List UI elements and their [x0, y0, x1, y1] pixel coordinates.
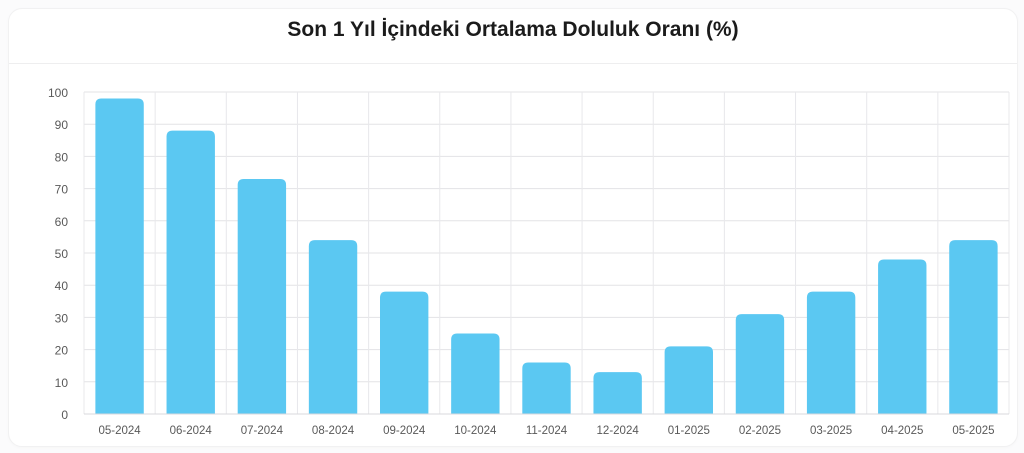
- svg-text:02-2025: 02-2025: [739, 425, 781, 437]
- svg-text:11-2024: 11-2024: [526, 425, 568, 437]
- svg-text:50: 50: [55, 247, 69, 261]
- svg-text:06-2024: 06-2024: [170, 425, 213, 437]
- svg-text:03-2025: 03-2025: [810, 425, 852, 437]
- svg-text:100: 100: [48, 86, 68, 100]
- svg-text:70: 70: [55, 183, 69, 197]
- svg-text:90: 90: [55, 118, 69, 132]
- svg-text:10: 10: [55, 376, 69, 390]
- svg-text:80: 80: [55, 150, 69, 164]
- svg-text:05-2025: 05-2025: [952, 425, 994, 437]
- svg-text:20: 20: [55, 344, 69, 358]
- svg-text:01-2025: 01-2025: [668, 425, 710, 437]
- svg-text:05-2024: 05-2024: [98, 425, 141, 437]
- svg-text:40: 40: [55, 279, 69, 293]
- svg-text:08-2024: 08-2024: [312, 425, 355, 437]
- svg-text:09-2024: 09-2024: [383, 425, 426, 437]
- svg-text:07-2024: 07-2024: [241, 425, 284, 437]
- svg-text:10-2024: 10-2024: [454, 425, 497, 437]
- svg-text:0: 0: [61, 408, 68, 422]
- svg-text:60: 60: [55, 215, 69, 229]
- svg-text:04-2025: 04-2025: [881, 425, 923, 437]
- svg-text:30: 30: [55, 311, 69, 325]
- svg-text:12-2024: 12-2024: [597, 425, 640, 437]
